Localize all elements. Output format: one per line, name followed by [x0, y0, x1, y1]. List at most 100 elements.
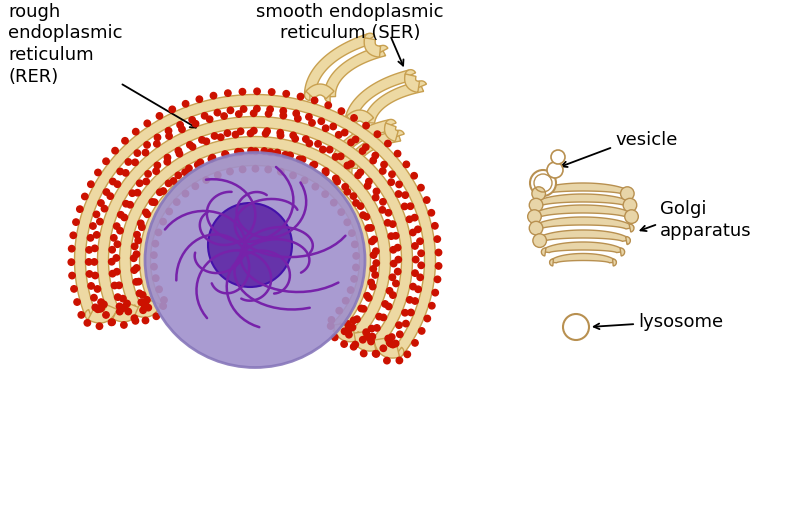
Circle shape [412, 298, 418, 304]
Circle shape [342, 129, 348, 136]
Circle shape [362, 144, 369, 150]
Circle shape [161, 297, 167, 303]
Circle shape [69, 246, 75, 252]
Circle shape [91, 259, 98, 265]
Circle shape [131, 243, 138, 250]
Polygon shape [378, 45, 388, 54]
Text: vesicle: vesicle [615, 131, 678, 149]
Circle shape [306, 114, 312, 120]
Circle shape [331, 334, 338, 340]
Circle shape [386, 287, 393, 294]
Circle shape [92, 245, 98, 251]
Circle shape [390, 341, 396, 348]
Circle shape [130, 255, 137, 262]
Circle shape [222, 151, 228, 157]
Circle shape [218, 134, 224, 141]
Circle shape [250, 110, 257, 116]
Circle shape [140, 307, 146, 314]
Circle shape [370, 252, 377, 259]
Circle shape [141, 301, 147, 307]
Circle shape [389, 171, 395, 178]
Circle shape [186, 142, 193, 148]
Polygon shape [113, 304, 141, 322]
Circle shape [232, 131, 238, 138]
Polygon shape [395, 347, 404, 357]
Circle shape [532, 187, 546, 200]
Circle shape [182, 100, 189, 107]
Circle shape [264, 128, 270, 134]
Polygon shape [364, 117, 370, 128]
Circle shape [90, 295, 97, 301]
Circle shape [424, 315, 430, 322]
Circle shape [153, 313, 159, 319]
Circle shape [318, 118, 325, 125]
Circle shape [366, 178, 372, 185]
Circle shape [322, 169, 329, 176]
Circle shape [625, 210, 638, 224]
Circle shape [350, 317, 357, 323]
Circle shape [429, 302, 435, 309]
Circle shape [125, 308, 131, 315]
Circle shape [151, 199, 158, 205]
Polygon shape [542, 242, 625, 252]
Polygon shape [530, 205, 635, 217]
Circle shape [368, 225, 374, 231]
Circle shape [139, 291, 146, 298]
Circle shape [434, 236, 441, 242]
Circle shape [73, 219, 79, 225]
Circle shape [153, 275, 159, 281]
Circle shape [402, 203, 408, 210]
Circle shape [116, 303, 122, 310]
Circle shape [122, 304, 128, 311]
Circle shape [328, 317, 334, 323]
Circle shape [373, 260, 379, 266]
Circle shape [370, 266, 377, 272]
Circle shape [134, 150, 141, 156]
Circle shape [134, 232, 140, 238]
Circle shape [210, 154, 216, 161]
Circle shape [82, 193, 88, 200]
Circle shape [283, 91, 290, 97]
Circle shape [134, 190, 141, 196]
Circle shape [370, 158, 376, 164]
Circle shape [160, 303, 166, 310]
Circle shape [299, 156, 306, 163]
Polygon shape [630, 213, 635, 220]
Circle shape [278, 132, 284, 139]
Circle shape [386, 303, 392, 310]
Circle shape [227, 107, 234, 114]
Circle shape [417, 274, 423, 281]
Circle shape [152, 241, 158, 247]
Circle shape [175, 148, 182, 154]
Circle shape [117, 228, 123, 234]
Text: Golgi
apparatus: Golgi apparatus [660, 200, 752, 240]
Circle shape [236, 111, 242, 117]
Polygon shape [416, 81, 426, 89]
Circle shape [132, 159, 138, 165]
Circle shape [358, 305, 365, 312]
Circle shape [361, 350, 367, 357]
Circle shape [344, 162, 350, 169]
Polygon shape [85, 310, 93, 320]
Circle shape [393, 280, 399, 287]
Polygon shape [629, 201, 634, 209]
Circle shape [138, 220, 144, 227]
Circle shape [160, 218, 166, 225]
Circle shape [156, 113, 162, 119]
Circle shape [96, 323, 102, 330]
Circle shape [154, 162, 161, 168]
Circle shape [265, 166, 271, 173]
Circle shape [418, 250, 424, 256]
Circle shape [386, 340, 393, 346]
Circle shape [144, 211, 150, 217]
Circle shape [86, 247, 92, 253]
Polygon shape [139, 154, 370, 331]
Polygon shape [330, 119, 393, 166]
Circle shape [296, 156, 302, 162]
Polygon shape [364, 38, 381, 57]
Circle shape [78, 312, 85, 318]
Polygon shape [550, 253, 616, 263]
Circle shape [177, 122, 183, 128]
Circle shape [282, 152, 289, 158]
Circle shape [129, 190, 135, 196]
